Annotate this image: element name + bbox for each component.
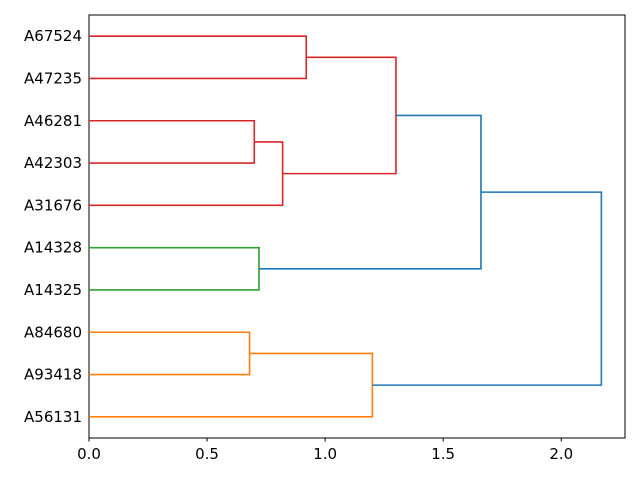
leaf-label: A14325: [24, 281, 82, 299]
x-tick-label: 1.5: [431, 445, 455, 463]
dendrogram-link-m5: [89, 246, 260, 291]
dendrogram-link-m2: [89, 119, 256, 164]
leaf-label: A67524: [24, 27, 82, 45]
dendrogram-link-m6: [259, 114, 482, 270]
leaf-label: A31676: [24, 196, 82, 214]
leaf-label: A84680: [24, 323, 82, 341]
dendrogram-link-m3: [89, 141, 284, 207]
leaf-label: A46281: [24, 112, 82, 130]
x-tick-label: 0.5: [195, 445, 219, 463]
leaf-label: A14328: [24, 239, 82, 257]
axes-frame: [88, 14, 626, 439]
leaf-label: A47235: [24, 69, 82, 87]
leaf-label: A93418: [24, 366, 82, 384]
leaf-label: A42303: [24, 154, 82, 172]
dendrogram-link-m8: [89, 352, 374, 418]
x-tick-label: 2.0: [549, 445, 573, 463]
leaf-label: A56131: [24, 408, 82, 426]
x-tick-label: 0.0: [77, 445, 101, 463]
dendrogram-link-m4: [282, 56, 397, 175]
dendrogram-link-m7: [89, 331, 251, 376]
dendrogram-link-m9: [372, 191, 603, 386]
dendrogram-link-m1: [89, 35, 308, 80]
x-tick-label: 1.0: [313, 445, 337, 463]
